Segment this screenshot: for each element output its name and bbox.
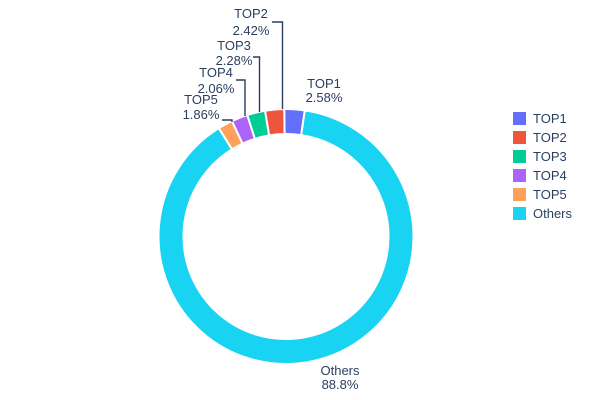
pie-slice-others[interactable] <box>157 109 415 365</box>
leader-line-top3 <box>253 56 261 112</box>
legend-swatch-top5-icon <box>513 188 526 201</box>
slice-percent-top5: 1.86% <box>183 107 220 122</box>
slice-label-top2: TOP2 <box>234 6 268 21</box>
legend-swatch-top3-icon <box>513 150 526 163</box>
legend-item-top2[interactable]: TOP2 <box>513 128 572 147</box>
slice-percent-top2: 2.42% <box>233 23 270 38</box>
legend-label[interactable]: TOP1 <box>533 111 567 126</box>
slice-percent-others: 88.8% <box>322 377 359 392</box>
slice-label-top5: TOP5 <box>184 92 218 107</box>
legend-swatch-top4-icon <box>513 169 526 182</box>
slice-percent-top4: 2.06% <box>198 81 235 96</box>
leader-line-top5 <box>222 119 233 122</box>
legend-item-top4[interactable]: TOP4 <box>513 166 572 185</box>
legend-label[interactable]: Others <box>533 206 573 221</box>
legend-item-top3[interactable]: TOP3 <box>513 147 572 166</box>
legend-item-top5[interactable]: TOP5 <box>513 185 572 204</box>
legend-label[interactable]: TOP4 <box>533 168 567 183</box>
legend-label[interactable]: TOP3 <box>533 149 567 164</box>
legend-swatch-others-icon <box>513 207 526 220</box>
legend-label[interactable]: TOP2 <box>533 130 567 145</box>
slice-label-top4: TOP4 <box>199 65 233 80</box>
slice-label-top3: TOP3 <box>217 38 251 53</box>
slice-percent-top1: 2.58% <box>306 90 343 105</box>
legend-swatch-top2-icon <box>513 131 526 144</box>
legend-swatch-top1-icon <box>513 112 526 125</box>
legend: TOP1 TOP2 TOP3 TOP4 TOP5 Others <box>513 109 572 223</box>
leader-line-top2 <box>272 21 284 109</box>
legend-item-top1[interactable]: TOP1 <box>513 109 572 128</box>
leader-line-top4 <box>236 79 246 116</box>
legend-item-others[interactable]: Others <box>513 204 572 223</box>
slice-percent-top3: 2.28% <box>216 53 253 68</box>
slice-label-others: Others <box>320 363 360 378</box>
slice-label-top1: TOP1 <box>307 76 341 91</box>
legend-label[interactable]: TOP5 <box>533 187 567 202</box>
